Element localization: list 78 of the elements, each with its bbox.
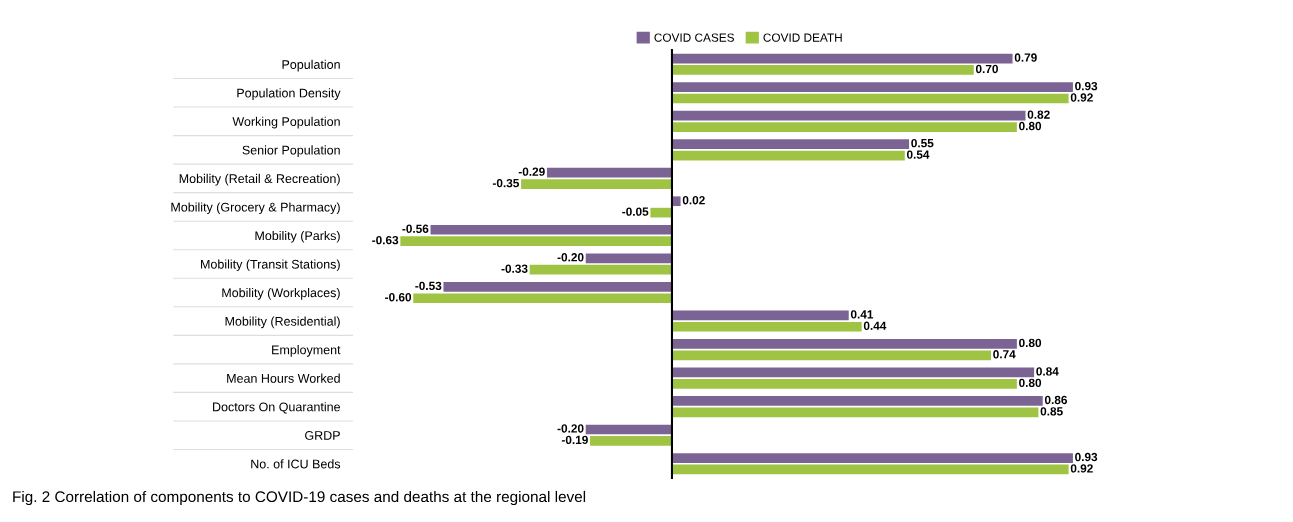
bar (443, 281, 672, 292)
bar (671, 367, 1035, 378)
y-tick-label: Doctors On Quarantine (213, 402, 341, 414)
y-tick-label: Mobility (Workplaces) (222, 288, 340, 300)
data-label: -0.33 (501, 264, 528, 273)
bar (671, 65, 974, 75)
bar (671, 150, 905, 161)
y-tick-label: Mobility (Parks) (255, 230, 340, 243)
legend-label: COVID DEATH (763, 33, 842, 42)
caption: Fig. 2 Correlation of components to COVID-19 cases and deaths at the regional level (13, 490, 586, 506)
data-label: 0.92 (1070, 464, 1093, 473)
bar (671, 321, 862, 332)
data-label: 0.02 (682, 196, 705, 205)
y-tick-label: Mobility (Grocery & Pharmacy) (171, 202, 340, 215)
bar (671, 310, 849, 321)
data-label: 0.54 (906, 150, 930, 159)
data-label: 0.55 (911, 138, 934, 148)
bar (671, 93, 1069, 104)
data-label: 0.86 (1044, 395, 1068, 405)
data-label: 0.80 (1019, 338, 1042, 348)
bar (521, 179, 672, 189)
y-tick-label: Mobility (Retail & Recreation) (179, 173, 340, 186)
data-label: -0.20 (557, 424, 584, 433)
bar (585, 253, 672, 264)
y-tick-label: Mean Hours Worked (227, 373, 340, 383)
data-label: 0.92 (1070, 93, 1093, 102)
y-tick-label: No. of ICU Beds (251, 459, 341, 469)
legend-label: COVID CASES (654, 33, 734, 42)
data-label: -0.20 (557, 253, 584, 262)
y-tick-label: Mobility (Transit Stations) (201, 259, 340, 272)
y-tick-label: Senior Population (242, 145, 340, 157)
data-label: 0.41 (850, 310, 874, 319)
data-label: -0.63 (372, 235, 399, 245)
data-label: 0.93 (1075, 452, 1098, 462)
data-label: 0.80 (1019, 378, 1042, 388)
data-label: 0.82 (1027, 110, 1050, 119)
bar (671, 339, 1017, 349)
bar (671, 110, 1026, 121)
bar (671, 53, 1013, 64)
data-label: 0.70 (975, 64, 998, 74)
bar (671, 378, 1017, 389)
data-label: -0.56 (402, 224, 429, 233)
bar (413, 293, 672, 304)
data-label: 0.74 (993, 350, 1016, 359)
y-tick-label: Working Population (232, 116, 340, 129)
y-tick-label: Mobility (Residential) (225, 316, 340, 329)
y-tick-label: Population (282, 59, 340, 72)
bar (671, 453, 1073, 463)
data-label: -0.05 (622, 207, 649, 216)
data-label: -0.35 (492, 178, 520, 188)
data-label: 0.44 (863, 321, 887, 330)
bar (546, 167, 672, 178)
bar (671, 139, 910, 150)
bar (671, 196, 681, 207)
bar (430, 224, 672, 235)
bar (590, 436, 672, 446)
bar (671, 396, 1043, 406)
data-label: -0.60 (385, 293, 412, 302)
bar (671, 82, 1073, 92)
data-label: 0.93 (1075, 81, 1098, 91)
data-label: -0.53 (415, 281, 442, 291)
data-label: 0.79 (1014, 53, 1037, 62)
data-label: 0.80 (1019, 121, 1042, 131)
bar (529, 264, 672, 275)
bar (671, 350, 992, 361)
data-label: 0.84 (1036, 367, 1059, 376)
y-tick-label: Employment (272, 345, 341, 357)
bar (650, 207, 672, 218)
data-label: -0.19 (561, 435, 588, 445)
bar (671, 407, 1039, 418)
y-tick-label: GRDP (305, 431, 340, 440)
data-label: 0.85 (1040, 407, 1063, 416)
data-label: -0.29 (518, 167, 545, 176)
bar (400, 236, 672, 247)
bar (671, 122, 1017, 132)
bar (671, 464, 1069, 475)
y-tick-label: Population Density (237, 88, 341, 100)
bar (585, 424, 672, 435)
